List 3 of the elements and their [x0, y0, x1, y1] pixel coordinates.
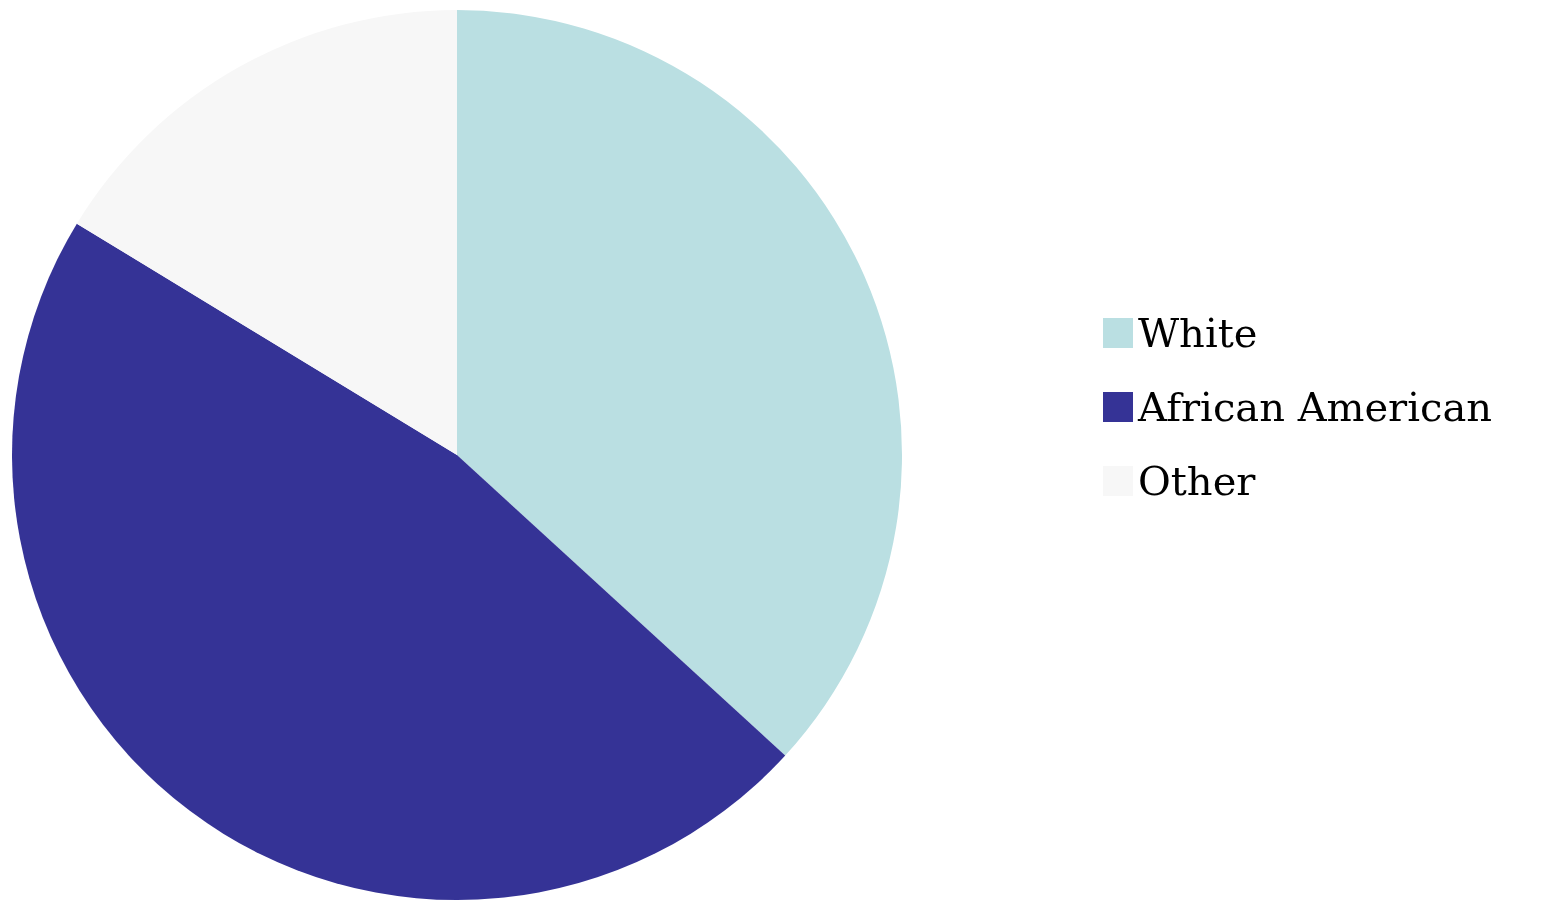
legend-label: African American	[1137, 384, 1493, 430]
legend-label: White	[1138, 310, 1258, 356]
legend-label: Other	[1138, 458, 1257, 504]
